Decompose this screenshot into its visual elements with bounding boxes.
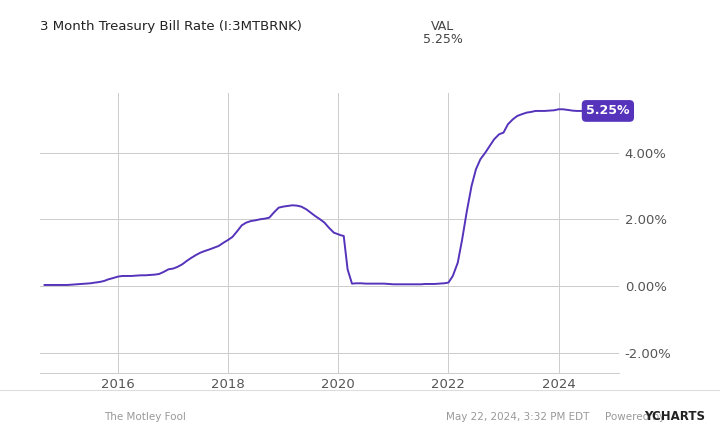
Text: The Motley Fool: The Motley Fool bbox=[104, 412, 186, 422]
Text: YCHARTS: YCHARTS bbox=[644, 410, 706, 423]
Text: 5.25%: 5.25% bbox=[586, 105, 630, 117]
Text: May 22, 2024, 3:32 PM EDT: May 22, 2024, 3:32 PM EDT bbox=[446, 412, 590, 422]
Text: 3 Month Treasury Bill Rate (I:3MTBRNK): 3 Month Treasury Bill Rate (I:3MTBRNK) bbox=[40, 20, 302, 33]
Text: 5.25%: 5.25% bbox=[423, 33, 463, 46]
Text: VAL: VAL bbox=[431, 20, 454, 33]
Text: Powered by: Powered by bbox=[605, 412, 665, 422]
